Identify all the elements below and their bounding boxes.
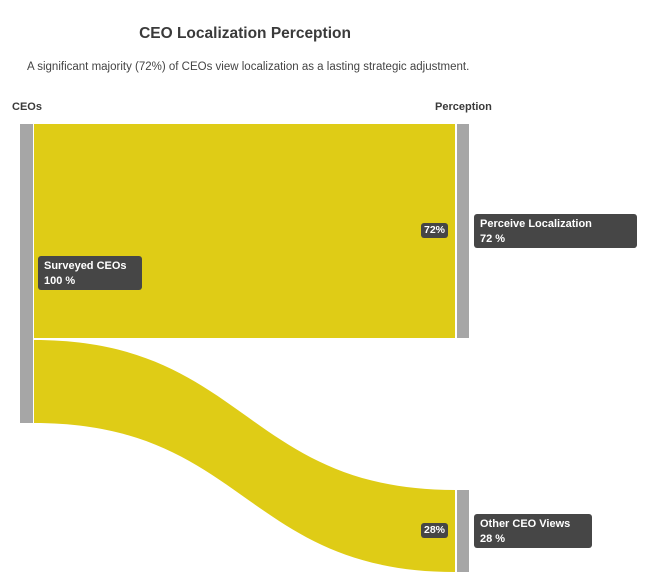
flow-label-28: 28% [421, 523, 449, 538]
flow-label-72: 72% [421, 223, 449, 238]
node-label-surveyed-ceos: Surveyed CEOs 100 % [38, 256, 142, 290]
node-label-other-ceo-views: Other CEO Views 28 % [474, 514, 592, 548]
flow-perceive-localization[interactable] [34, 124, 455, 338]
node-name: Surveyed CEOs [44, 260, 127, 272]
flow-other-ceo-views[interactable] [34, 340, 455, 572]
node-surveyed-ceos[interactable] [20, 124, 33, 423]
chart-subtitle: A significant majority (72%) of CEOs vie… [27, 61, 470, 73]
node-perceive-localization[interactable] [457, 124, 469, 338]
node-name: Other CEO Views [480, 518, 571, 530]
node-value: 72 % [480, 233, 506, 245]
node-value: 100 % [44, 275, 76, 287]
column-label-perception: Perception [435, 101, 492, 113]
node-label-perceive-localization: Perceive Localization 72 % [474, 214, 637, 248]
node-name: Perceive Localization [480, 218, 592, 230]
column-label-ceos: CEOs [12, 101, 42, 113]
chart-title: CEO Localization Perception [139, 25, 351, 42]
node-value: 28 % [480, 533, 506, 545]
node-other-ceo-views[interactable] [457, 490, 469, 572]
